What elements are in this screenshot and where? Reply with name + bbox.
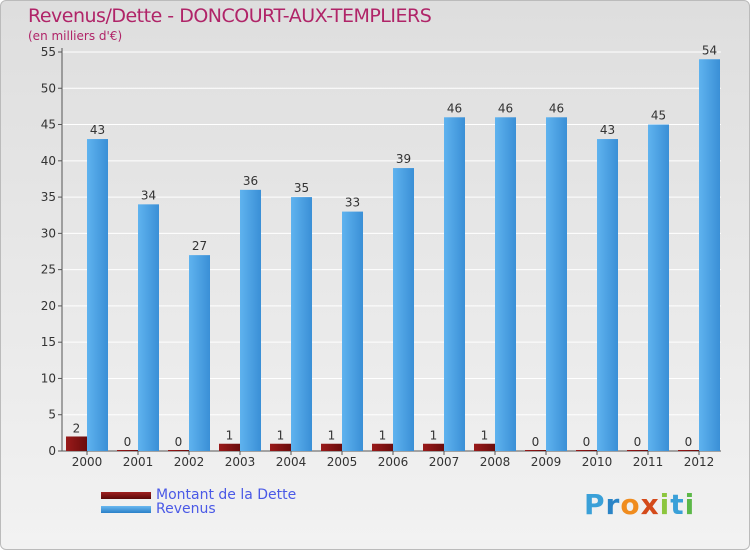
y-tick-label: 35 xyxy=(41,190,56,204)
legend-item-dette: Montant de la Dette xyxy=(101,487,296,503)
x-tick-label: 2007 xyxy=(429,455,460,469)
bar-dette xyxy=(627,450,648,451)
bar-revenus xyxy=(342,211,363,451)
bar-dette xyxy=(525,450,546,451)
bar-revenus xyxy=(444,117,465,452)
bar-dette xyxy=(168,450,189,451)
bar-revenus xyxy=(189,255,210,451)
logo-letter: o xyxy=(620,488,641,521)
bar-dette xyxy=(474,443,495,451)
bar-dette xyxy=(576,450,597,451)
data-label-revenus: 46 xyxy=(447,101,462,115)
x-tick-label: 2005 xyxy=(327,455,358,469)
bar-dette xyxy=(423,443,444,451)
logo-letter: t xyxy=(670,488,685,521)
x-tick-label: 2011 xyxy=(633,455,664,469)
y-tick-label: 55 xyxy=(41,45,56,59)
legend-label-dette: Montant de la Dette xyxy=(156,487,297,503)
bar-revenus xyxy=(699,59,720,451)
y-tick-label: 40 xyxy=(41,154,56,168)
data-label-revenus: 36 xyxy=(243,174,258,188)
logo-letter: i xyxy=(684,488,696,521)
x-tick-label: 2006 xyxy=(378,455,409,469)
x-tick-label: 2004 xyxy=(276,455,307,469)
data-label-dette: 1 xyxy=(226,429,234,443)
data-label-dette: 1 xyxy=(328,429,336,443)
data-label-dette: 1 xyxy=(430,429,438,443)
legend-item-revenus: Revenus xyxy=(101,501,216,517)
data-label-revenus: 35 xyxy=(294,181,309,195)
y-tick-label: 30 xyxy=(41,226,56,240)
x-tick-label: 2003 xyxy=(225,455,256,469)
bar-revenus xyxy=(393,168,414,451)
logo-letter: P xyxy=(584,488,606,521)
data-label-revenus: 46 xyxy=(549,101,564,115)
data-label-dette: 1 xyxy=(481,429,489,443)
x-tick-label: 2000 xyxy=(72,455,103,469)
y-tick-label: 25 xyxy=(41,263,56,277)
logo-letter: x xyxy=(640,488,660,521)
data-label-dette: 0 xyxy=(685,435,693,449)
legend-label-revenus: Revenus xyxy=(156,501,216,517)
bar-revenus xyxy=(291,197,312,451)
bar-dette xyxy=(372,443,393,451)
chart-subtitle: (en milliers d'€) xyxy=(28,29,123,43)
bar-dette xyxy=(270,443,291,451)
data-label-dette: 2 xyxy=(73,421,81,435)
x-tick-label: 2008 xyxy=(480,455,511,469)
data-label-revenus: 33 xyxy=(345,196,360,210)
data-label-dette: 1 xyxy=(379,429,387,443)
bar-dette xyxy=(219,443,240,451)
y-tick-label: 10 xyxy=(41,371,56,385)
bar-revenus xyxy=(87,139,108,451)
x-tick-label: 2009 xyxy=(531,455,562,469)
data-label-revenus: 39 xyxy=(396,152,411,166)
logo-letter: r xyxy=(605,488,621,521)
bar-revenus xyxy=(648,124,669,451)
bar-dette xyxy=(321,443,342,451)
y-tick-label: 5 xyxy=(48,408,56,422)
x-tick-label: 2010 xyxy=(582,455,613,469)
data-label-revenus: 54 xyxy=(702,43,717,57)
legend-swatch-revenus xyxy=(101,505,151,513)
data-label-revenus: 43 xyxy=(90,123,105,137)
bar-revenus xyxy=(138,204,159,451)
y-tick-label: 50 xyxy=(41,81,56,95)
bar-revenus xyxy=(495,117,516,452)
data-label-dette: 0 xyxy=(124,435,132,449)
x-tick-label: 2002 xyxy=(174,455,205,469)
bar-revenus xyxy=(546,117,567,452)
y-tick-label: 15 xyxy=(41,335,56,349)
x-tick-label: 2001 xyxy=(123,455,154,469)
data-label-dette: 0 xyxy=(532,435,540,449)
bar-dette xyxy=(117,450,138,451)
bar-revenus xyxy=(597,139,618,451)
data-label-revenus: 27 xyxy=(192,239,207,253)
x-tick-label: 2012 xyxy=(684,455,715,469)
data-label-dette: 1 xyxy=(277,429,285,443)
data-label-dette: 0 xyxy=(634,435,642,449)
logo-letter: i xyxy=(659,488,671,521)
data-label-revenus: 46 xyxy=(498,101,513,115)
data-label-revenus: 45 xyxy=(651,109,666,123)
legend-swatch-dette xyxy=(101,491,151,499)
bar-dette xyxy=(678,450,699,451)
data-label-revenus: 43 xyxy=(600,123,615,137)
data-label-dette: 0 xyxy=(175,435,183,449)
y-tick-label: 45 xyxy=(41,118,56,132)
y-tick-label: 0 xyxy=(48,444,56,458)
proxiti-logo: Proxiti xyxy=(584,488,695,521)
data-label-dette: 0 xyxy=(583,435,591,449)
bar-revenus xyxy=(240,189,261,451)
y-tick-label: 20 xyxy=(41,299,56,313)
bar-dette xyxy=(66,436,87,451)
data-label-revenus: 34 xyxy=(141,188,156,202)
chart-title: Revenus/Dette - DONCOURT-AUX-TEMPLIERS xyxy=(28,5,432,27)
